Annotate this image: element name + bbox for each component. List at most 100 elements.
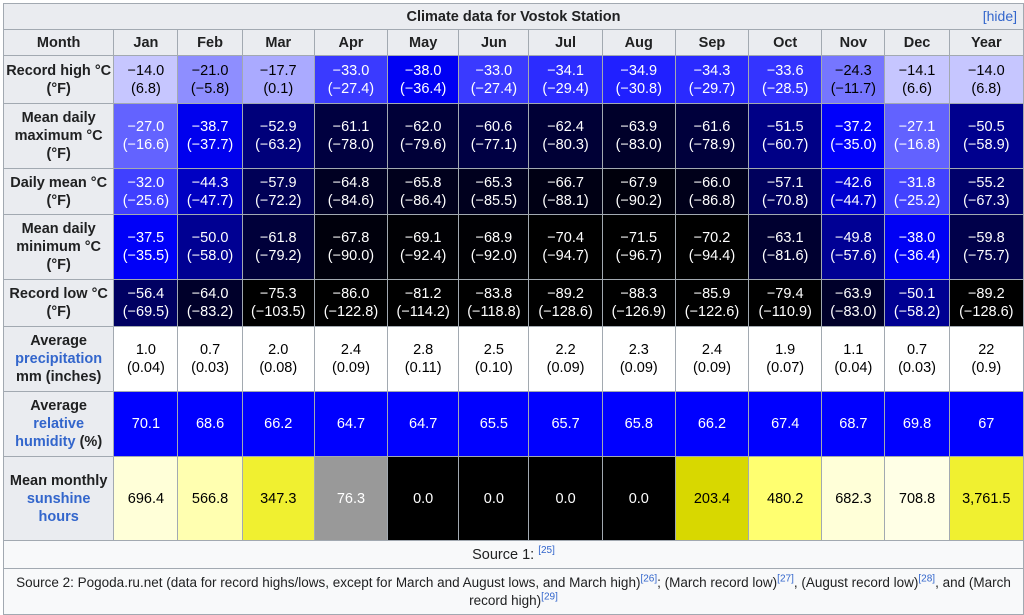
value-secondary: (−83.0) xyxy=(830,304,877,320)
precipitation-cell-mar: 2.0 (0.08) xyxy=(241,326,315,392)
hide-toggle[interactable]: [hide] xyxy=(982,8,1017,24)
value-celsius: −34.1 xyxy=(547,62,584,79)
value-celsius: −14.0 xyxy=(967,62,1005,79)
value-secondary: (−96.7) xyxy=(615,248,662,264)
value-celsius: −33.0 xyxy=(332,62,370,79)
value-celsius: 0.7 xyxy=(906,342,928,358)
record-low-row: Record low °C (°F) −56.4 (−69.5) −64.0 (−83.… xyxy=(2,279,1024,327)
year-header: Year xyxy=(948,29,1024,56)
mean-max-row-header: Mean daily maximum °C (°F) xyxy=(2,103,115,169)
value-celsius: −21.0 xyxy=(191,62,229,79)
month-header-oct: Oct xyxy=(748,29,823,56)
precipitation-cell-dec: 0.7 (0.03) xyxy=(884,326,950,392)
mean-max-cell-apr: −61.1 (−78.0) xyxy=(313,103,389,169)
value-secondary: (−81.6) xyxy=(762,248,809,264)
value-secondary: (−70.8) xyxy=(762,192,809,209)
daily-mean-row-header: Daily mean °C (°F) xyxy=(2,168,115,215)
sunshine-cell-nov: 682.3 xyxy=(821,456,886,541)
month-header-apr: Apr xyxy=(313,29,389,56)
value-celsius: 2.8 xyxy=(413,342,434,358)
record-high-cell-nov: −24.3 (−11.7) xyxy=(821,55,886,104)
ref-27-link[interactable]: [27] xyxy=(777,573,794,584)
value-secondary: (−36.4) xyxy=(893,248,941,264)
value-secondary: (0.1) xyxy=(263,80,294,97)
value-secondary: (6.8) xyxy=(130,80,161,97)
value-secondary: (−86.8) xyxy=(688,192,736,209)
value-celsius: −79.4 xyxy=(766,286,804,302)
record-low-cell-year: −89.2 (−128.6) xyxy=(948,279,1024,327)
ref-29-link[interactable]: [29] xyxy=(541,591,558,602)
mean-min-cell-feb: −50.0 (−58.0) xyxy=(177,214,243,280)
sunshine-cell-apr: 76.3 xyxy=(313,456,389,541)
value-celsius: −81.2 xyxy=(404,286,442,302)
ref-28-link[interactable]: [28] xyxy=(918,573,936,584)
sunshine-cell-sep: 203.4 xyxy=(674,456,750,541)
precipitation-cell-sep: 2.4 (0.09) xyxy=(674,326,750,392)
record-low-cell-oct: −79.4 (−110.9) xyxy=(748,279,823,327)
value-celsius: 2.2 xyxy=(555,342,576,358)
value-secondary: (−5.8) xyxy=(190,80,230,97)
value-secondary: (−110.9) xyxy=(758,304,812,320)
value-celsius: −52.9 xyxy=(259,119,297,135)
value-celsius: 0.7 xyxy=(199,342,221,358)
sunshine-cell-may: 0.0 xyxy=(387,456,460,541)
value-celsius: −60.6 xyxy=(475,119,513,135)
relative-humidity-link[interactable]: relative humidity xyxy=(15,416,85,450)
hide-link[interactable]: hide xyxy=(986,8,1014,24)
value-celsius: −85.9 xyxy=(693,286,731,302)
value-celsius: −65.3 xyxy=(475,174,513,191)
ref-26-link[interactable]: [26] xyxy=(640,573,658,584)
humidity-cell-nov: 68.7 xyxy=(821,391,886,457)
record-high-cell-sep: −34.3 (−29.7) xyxy=(674,55,750,104)
humidity-cell-aug: 65.8 xyxy=(601,391,676,457)
month-header-may: May xyxy=(387,29,460,56)
source-2: Source 2: Pogoda.ru.net (data for record… xyxy=(3,568,1024,615)
value-celsius: −27.0 xyxy=(127,119,165,135)
daily-mean-row: Daily mean °C (°F) −32.0 (−25.6) −44.3 (−47.… xyxy=(2,168,1024,215)
value-celsius: −14.0 xyxy=(127,62,165,79)
humidity-label-post: (%) xyxy=(79,434,103,450)
value-celsius: −63.1 xyxy=(766,230,804,246)
value-celsius: −67.8 xyxy=(332,230,370,246)
ref-25-link[interactable]: [25] xyxy=(538,544,555,556)
precipitation-link[interactable]: precipitation xyxy=(15,351,103,367)
source-1-text: Source 1: xyxy=(472,546,539,563)
mean-min-cell-nov: −49.8 (−57.6) xyxy=(821,214,886,280)
value-celsius: −55.2 xyxy=(967,174,1005,191)
value-secondary: (−88.1) xyxy=(542,192,589,209)
value-secondary: (−90.2) xyxy=(615,192,662,209)
mean-min-cell-jun: −68.9 (−92.0) xyxy=(458,214,530,280)
value-secondary: (−92.4) xyxy=(399,248,447,264)
value-celsius: −66.0 xyxy=(693,174,731,191)
value-secondary: (−25.2) xyxy=(893,192,941,209)
value-secondary: (−16.8) xyxy=(893,137,941,153)
value-secondary: (0.9) xyxy=(971,360,1002,376)
value-secondary: (−30.8) xyxy=(615,80,662,97)
sunshine-row: Mean monthly sunshine hours 696.4 566.8 34… xyxy=(2,456,1024,541)
value-secondary: (−103.5) xyxy=(251,304,306,320)
sunshine-cell-year: 3,761.5 xyxy=(948,456,1024,541)
value-secondary: (−77.1) xyxy=(470,137,518,153)
mean-min-cell-may: −69.1 (−92.4) xyxy=(387,214,460,280)
climate-table: Climate data for Vostok Station [hide] M… xyxy=(2,3,1024,615)
value-secondary: (−122.8) xyxy=(323,304,379,320)
record-low-cell-feb: −64.0 (−83.2) xyxy=(177,279,243,327)
mean-min-cell-aug: −71.5 (−96.7) xyxy=(601,214,676,280)
value-secondary: (0.07) xyxy=(766,360,805,376)
value-secondary: (−63.2) xyxy=(255,137,302,153)
sunshine-hours-link[interactable]: sunshine hours xyxy=(26,490,91,525)
daily-mean-cell-mar: −57.9 (−72.2) xyxy=(241,168,315,215)
mean-min-cell-apr: −67.8 (−90.0) xyxy=(313,214,389,280)
value-secondary: (−69.5) xyxy=(122,304,170,320)
mean-min-cell-jan: −37.5 (−35.5) xyxy=(113,214,179,280)
mean-min-row: Mean daily minimum °C (°F) −37.5 (−35.5) −5… xyxy=(2,214,1024,280)
value-celsius: −50.0 xyxy=(191,230,229,246)
value-secondary: (−57.6) xyxy=(830,248,877,264)
value-celsius: 1.0 xyxy=(135,342,156,358)
mean-min-cell-mar: −61.8 (−79.2) xyxy=(241,214,315,280)
value-secondary: (0.03) xyxy=(191,360,230,376)
value-secondary: (−92.0) xyxy=(470,248,518,264)
daily-mean-cell-year: −55.2 (−67.3) xyxy=(948,168,1024,215)
sunshine-cell-aug: 0.0 xyxy=(601,456,676,541)
daily-mean-cell-jan: −32.0 (−25.6) xyxy=(113,168,179,215)
